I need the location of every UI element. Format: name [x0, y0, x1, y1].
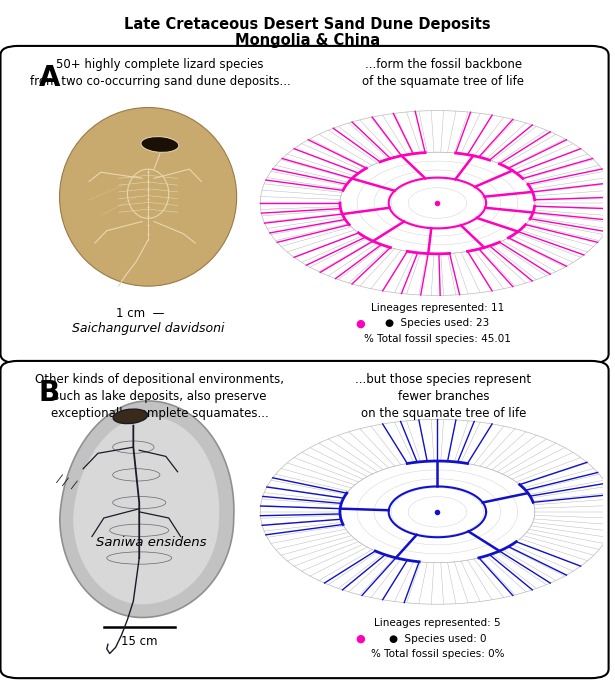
Text: Lineages represented: 5: Lineages represented: 5 — [374, 618, 501, 628]
Text: ●: ● — [355, 318, 365, 328]
Polygon shape — [260, 111, 614, 295]
Text: ...form the fossil backbone
of the squamate tree of life: ...form the fossil backbone of the squam… — [362, 58, 525, 88]
Text: ●: ● — [355, 634, 365, 643]
Text: B: B — [39, 379, 60, 407]
Text: 1 cm  —: 1 cm — — [116, 307, 164, 320]
FancyBboxPatch shape — [1, 361, 609, 678]
Text: Mongolia & China: Mongolia & China — [235, 33, 380, 48]
Text: ...but those species represent
fewer branches
on the squamate tree of life: ...but those species represent fewer bra… — [355, 373, 531, 420]
Text: 50+ highly complete lizard species
from two co-occurring sand dune deposits...: 50+ highly complete lizard species from … — [30, 58, 290, 88]
Text: Lineages represented: 11: Lineages represented: 11 — [371, 303, 504, 313]
Polygon shape — [260, 419, 614, 604]
Text: Late Cretaceous Desert Sand Dune Deposits: Late Cretaceous Desert Sand Dune Deposit… — [124, 18, 491, 32]
Text: Saniwa ensidens: Saniwa ensidens — [96, 536, 206, 550]
Polygon shape — [60, 401, 234, 617]
Text: A: A — [39, 64, 60, 92]
Text: % Total fossil species: 45.01: % Total fossil species: 45.01 — [364, 334, 511, 344]
FancyBboxPatch shape — [1, 46, 609, 363]
Polygon shape — [73, 416, 219, 604]
Ellipse shape — [113, 409, 148, 423]
Text: % Total fossil species: 0%: % Total fossil species: 0% — [371, 649, 504, 659]
Text: 15 cm: 15 cm — [121, 635, 157, 648]
Ellipse shape — [141, 136, 179, 153]
Text: ●  Species used: 23: ● Species used: 23 — [385, 318, 490, 328]
Text: ●  Species used: 0: ● Species used: 0 — [389, 634, 486, 643]
Text: Saichangurvel davidsoni: Saichangurvel davidsoni — [72, 323, 224, 335]
Ellipse shape — [60, 108, 237, 286]
Text: Other kinds of depositional environments,
such as lake deposits, also preserve
e: Other kinds of depositional environments… — [36, 373, 284, 420]
